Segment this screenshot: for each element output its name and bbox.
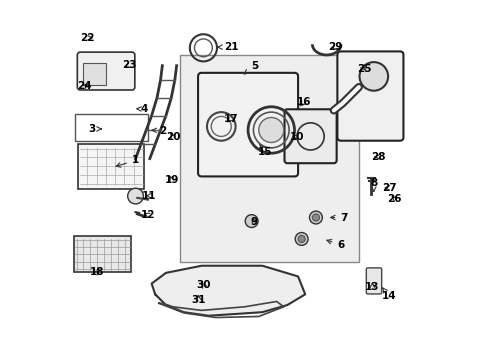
Text: 31: 31 bbox=[191, 295, 205, 305]
FancyBboxPatch shape bbox=[82, 63, 106, 85]
FancyBboxPatch shape bbox=[198, 73, 298, 176]
FancyBboxPatch shape bbox=[366, 268, 381, 294]
Circle shape bbox=[244, 215, 258, 228]
Text: 8: 8 bbox=[369, 177, 377, 191]
Text: 19: 19 bbox=[164, 175, 179, 185]
Text: 9: 9 bbox=[250, 217, 257, 227]
Text: 18: 18 bbox=[90, 267, 104, 277]
FancyBboxPatch shape bbox=[180, 55, 358, 262]
Circle shape bbox=[127, 188, 143, 204]
Text: 1: 1 bbox=[116, 156, 139, 167]
Text: 30: 30 bbox=[196, 280, 210, 291]
Circle shape bbox=[295, 233, 307, 246]
Circle shape bbox=[298, 235, 305, 243]
Text: 12: 12 bbox=[141, 210, 155, 220]
FancyBboxPatch shape bbox=[337, 51, 403, 141]
Text: 26: 26 bbox=[386, 194, 401, 203]
Text: 20: 20 bbox=[165, 132, 180, 142]
Text: 25: 25 bbox=[356, 64, 371, 73]
Text: 17: 17 bbox=[223, 113, 238, 123]
Circle shape bbox=[312, 214, 319, 221]
Text: 23: 23 bbox=[122, 60, 137, 70]
Text: 13: 13 bbox=[365, 282, 379, 292]
FancyBboxPatch shape bbox=[74, 236, 131, 272]
Text: 22: 22 bbox=[80, 33, 94, 43]
Text: 4: 4 bbox=[137, 104, 148, 114]
FancyBboxPatch shape bbox=[284, 109, 336, 163]
Text: 11: 11 bbox=[141, 191, 156, 201]
FancyBboxPatch shape bbox=[78, 144, 144, 189]
Text: 2: 2 bbox=[152, 126, 166, 136]
Polygon shape bbox=[151, 266, 305, 316]
Text: 15: 15 bbox=[258, 144, 272, 157]
FancyBboxPatch shape bbox=[77, 52, 135, 90]
Circle shape bbox=[258, 117, 283, 143]
Text: 10: 10 bbox=[289, 132, 304, 142]
Text: 24: 24 bbox=[77, 81, 92, 91]
Text: 14: 14 bbox=[381, 288, 396, 301]
Text: 5: 5 bbox=[244, 62, 258, 74]
Circle shape bbox=[359, 62, 387, 91]
Text: 7: 7 bbox=[330, 212, 347, 222]
Text: 21: 21 bbox=[217, 42, 238, 52]
FancyBboxPatch shape bbox=[75, 114, 148, 141]
Circle shape bbox=[309, 211, 322, 224]
Text: 28: 28 bbox=[371, 152, 386, 162]
Text: 29: 29 bbox=[328, 42, 342, 52]
Text: 27: 27 bbox=[381, 183, 396, 193]
Text: 6: 6 bbox=[326, 239, 344, 250]
Text: 3: 3 bbox=[88, 124, 101, 134]
Text: 16: 16 bbox=[296, 97, 310, 107]
